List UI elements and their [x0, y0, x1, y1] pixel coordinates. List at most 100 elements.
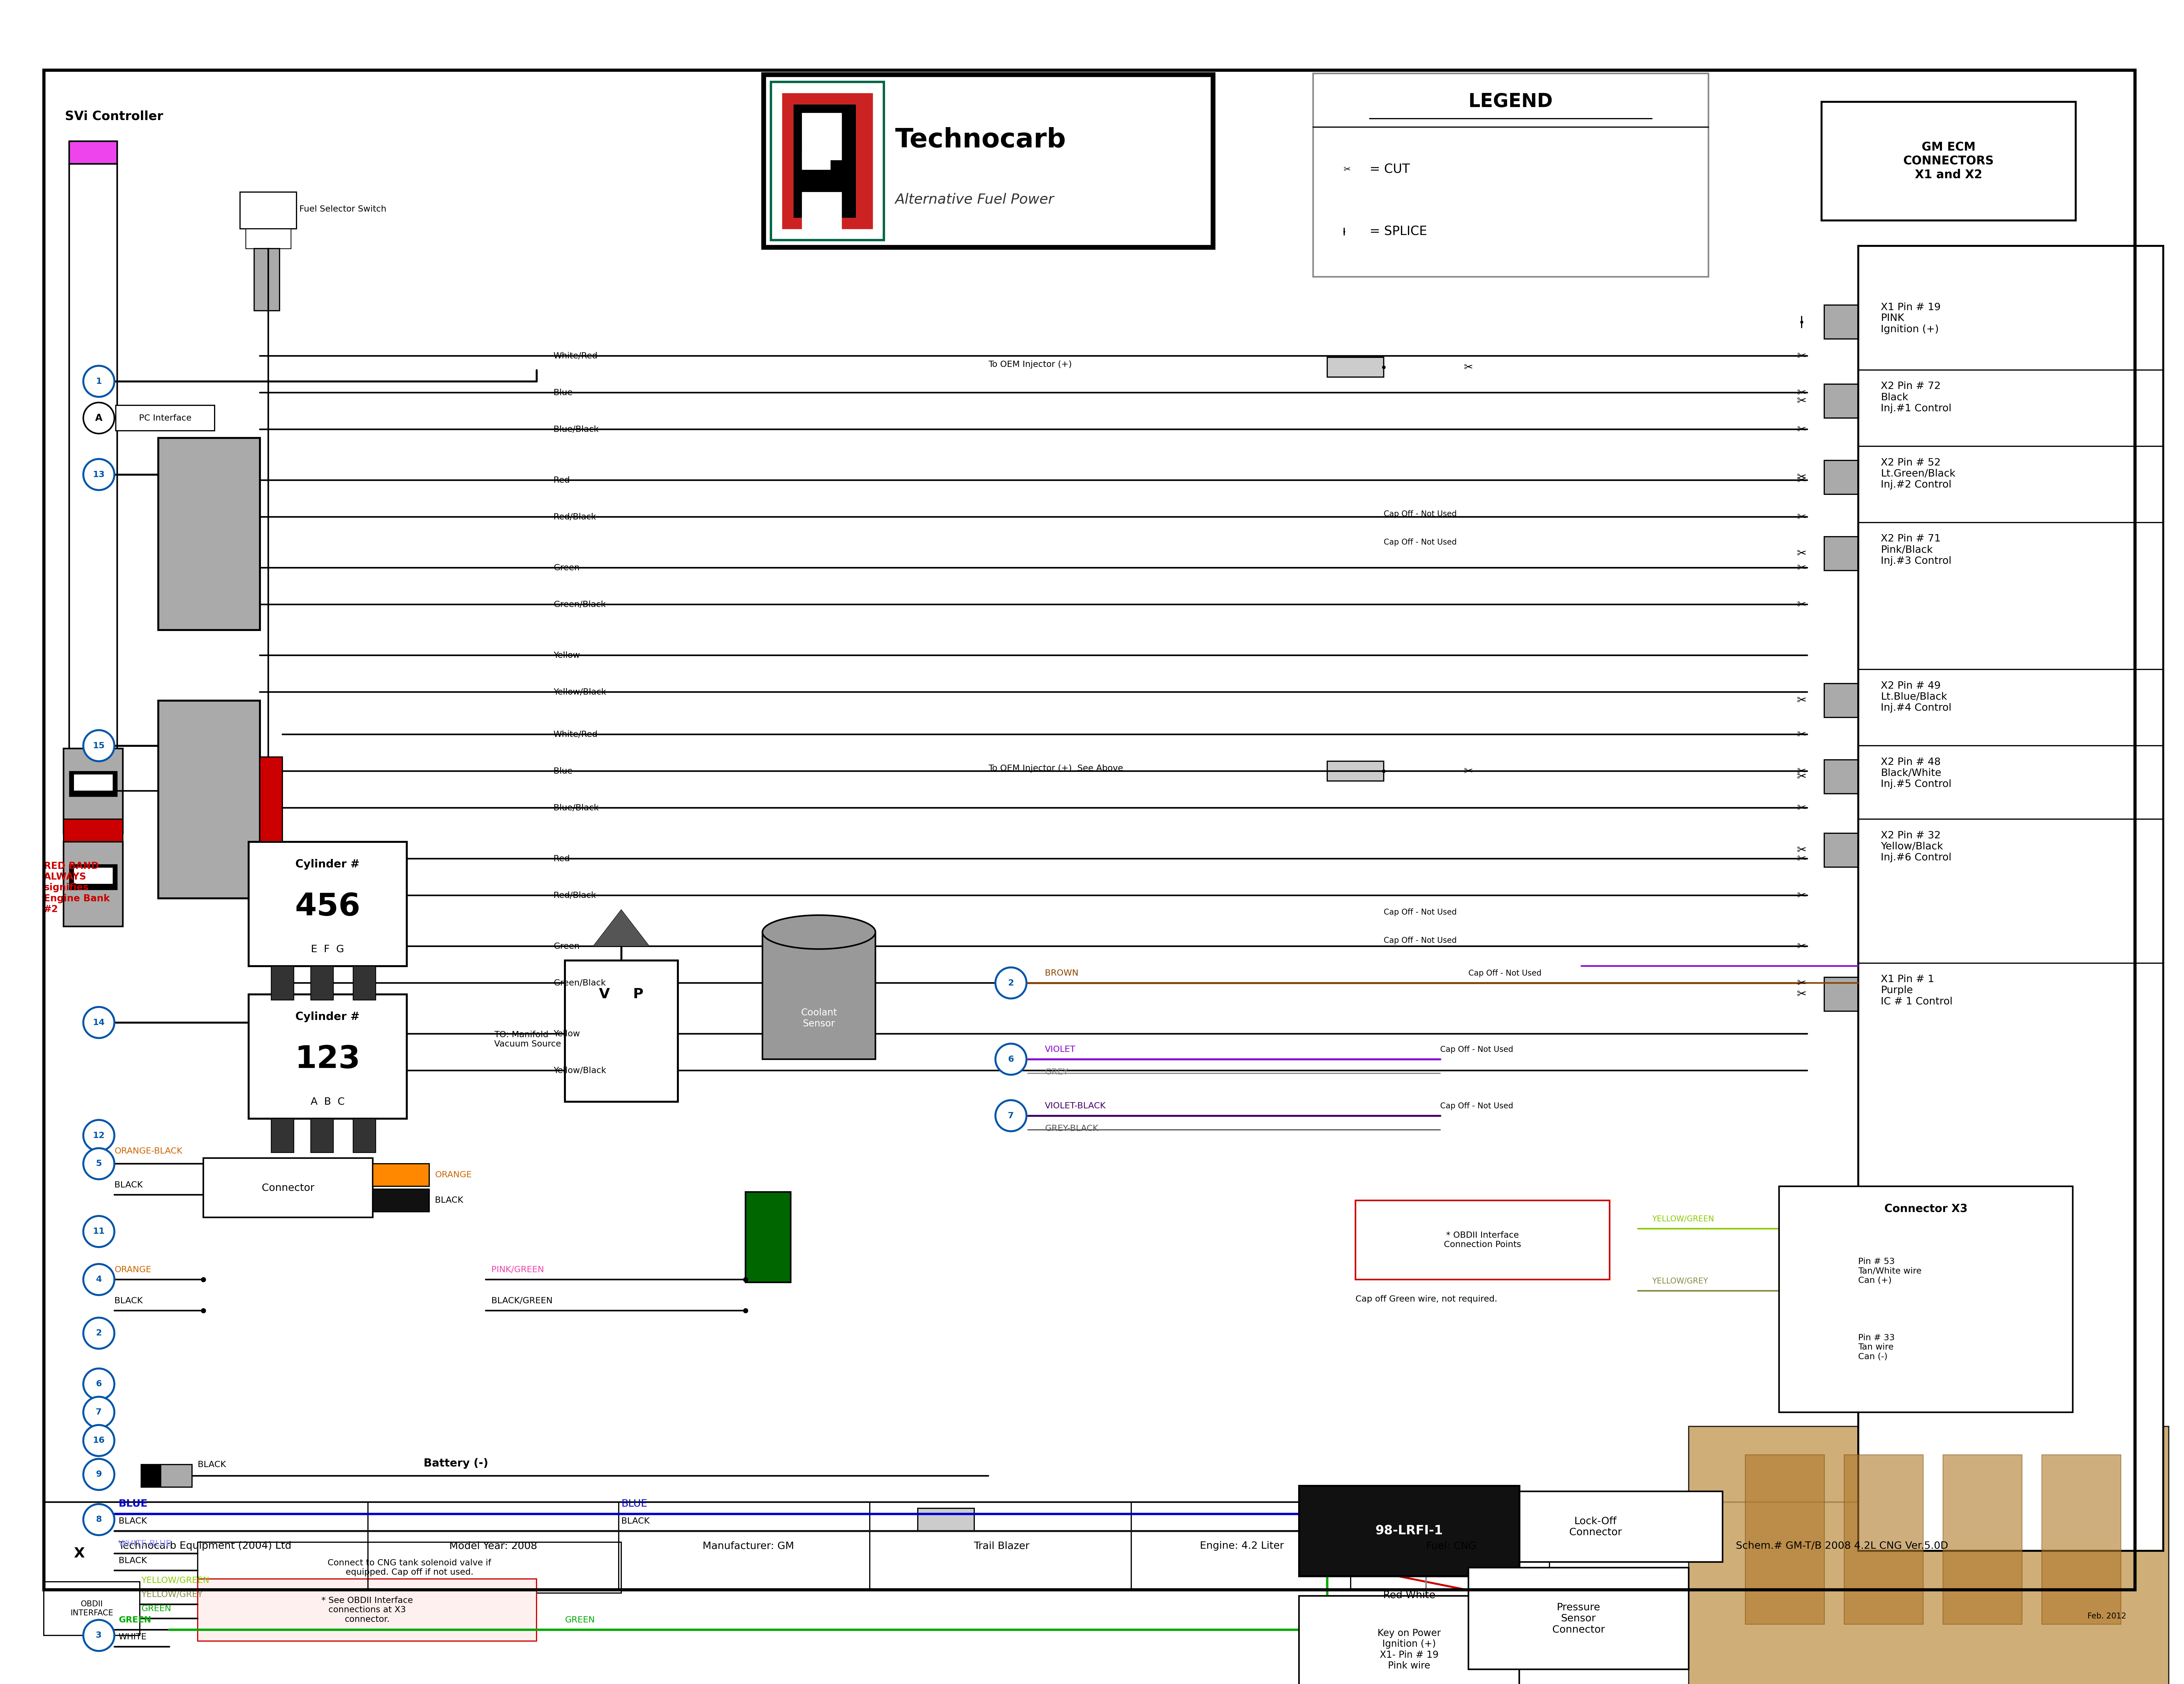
Text: V: V: [598, 987, 609, 1000]
Circle shape: [83, 1425, 114, 1457]
Text: Green/Black: Green/Black: [553, 978, 605, 987]
Text: YELLOW/GREY: YELLOW/GREY: [142, 1590, 203, 1598]
Bar: [764, 76, 1212, 246]
Text: White/Red: White/Red: [553, 352, 598, 360]
Text: 6: 6: [1009, 1056, 1013, 1063]
Bar: [793, 104, 856, 217]
Text: Feb. 2012: Feb. 2012: [2088, 1612, 2127, 1620]
Bar: [1745, 1455, 1824, 1623]
Circle shape: [83, 402, 114, 433]
Text: BLACK: BLACK: [114, 1297, 142, 1305]
Circle shape: [83, 1120, 114, 1150]
Bar: [1299, 1485, 1520, 1576]
Text: = CUT: = CUT: [1369, 163, 1411, 175]
Text: = SPLICE: = SPLICE: [1369, 226, 1426, 237]
Text: To OEM Injector (+)  See Above: To OEM Injector (+) See Above: [989, 765, 1123, 773]
Text: ✂: ✂: [1797, 803, 1806, 813]
Text: A: A: [96, 413, 103, 423]
Text: 123: 123: [295, 1044, 360, 1074]
Text: WHITE: WHITE: [118, 1633, 146, 1642]
Text: ✂: ✂: [1797, 387, 1806, 397]
Circle shape: [83, 1504, 114, 1536]
Circle shape: [83, 1265, 114, 1295]
Text: X2 Pin # 49
Lt.Blue/Black
Inj.#4 Control: X2 Pin # 49 Lt.Blue/Black Inj.#4 Control: [1880, 680, 1952, 712]
Bar: [245, 229, 290, 249]
Text: ✂: ✂: [1797, 694, 1806, 706]
Ellipse shape: [762, 914, 876, 950]
Text: Technocarb Equipment (2004) Ltd: Technocarb Equipment (2004) Ltd: [118, 1541, 290, 1551]
Text: 5: 5: [96, 1160, 103, 1167]
Text: ✂: ✂: [1797, 424, 1806, 434]
Text: GM ECM
CONNECTORS
X1 and X2: GM ECM CONNECTORS X1 and X2: [1902, 141, 1994, 180]
Text: Pin # 53
Tan/White wire
Can (+): Pin # 53 Tan/White wire Can (+): [1859, 1258, 1922, 1285]
Text: E  F  G: E F G: [310, 945, 345, 953]
Text: 12: 12: [94, 1132, 105, 1140]
Bar: [260, 758, 282, 842]
Bar: [1468, 1568, 1688, 1669]
Text: BLUE: BLUE: [620, 1499, 646, 1509]
Bar: [1328, 357, 1385, 377]
Text: Model Year: 2008: Model Year: 2008: [450, 1541, 537, 1551]
Bar: [142, 1465, 192, 1487]
Text: 6: 6: [96, 1379, 103, 1388]
Bar: [199, 1580, 537, 1642]
Circle shape: [83, 460, 114, 490]
Text: X1 Pin # 1
Purple
IC # 1 Control: X1 Pin # 1 Purple IC # 1 Control: [1880, 975, 1952, 1007]
Text: X2 Pin # 32
Yellow/Black
Inj.#6 Control: X2 Pin # 32 Yellow/Black Inj.#6 Control: [1880, 830, 1952, 862]
Text: Pressure
Sensor
Connector: Pressure Sensor Connector: [1553, 1603, 1605, 1635]
Bar: [157, 701, 260, 898]
Text: 15: 15: [94, 741, 105, 749]
Text: Yellow/Black: Yellow/Black: [553, 689, 607, 695]
Text: Cap Off - Not Used: Cap Off - Not Used: [1385, 908, 1457, 916]
Text: 3: 3: [96, 1632, 103, 1640]
Bar: [63, 842, 122, 926]
Text: Red/Black: Red/Black: [553, 891, 596, 899]
Text: Blue/Black: Blue/Black: [553, 803, 598, 812]
Text: BLUE: BLUE: [118, 1499, 149, 1509]
Text: Red: Red: [553, 854, 570, 862]
Circle shape: [83, 1620, 114, 1650]
Bar: [249, 842, 406, 967]
Text: LEGEND: LEGEND: [1468, 93, 1553, 111]
Text: * OBDII Interface
Connection Points: * OBDII Interface Connection Points: [1444, 1231, 1522, 1250]
Circle shape: [83, 1396, 114, 1428]
Bar: [310, 967, 334, 1000]
Text: Blue/Black: Blue/Black: [553, 426, 598, 433]
Bar: [1824, 305, 1859, 338]
Bar: [762, 933, 876, 1059]
Text: Yellow: Yellow: [553, 1029, 581, 1037]
Text: 11: 11: [760, 1250, 775, 1260]
Text: Lock-Off
Connector: Lock-Off Connector: [1568, 1516, 1623, 1537]
Text: ORANGE: ORANGE: [435, 1170, 472, 1179]
Text: BLACK: BLACK: [118, 1517, 146, 1526]
Text: ✂: ✂: [1797, 891, 1806, 901]
Text: To OEM Injector (+): To OEM Injector (+): [989, 360, 1072, 369]
Bar: [1795, 1314, 2055, 1381]
Bar: [74, 775, 114, 791]
Text: GREEN: GREEN: [118, 1617, 151, 1623]
Text: ✂: ✂: [1797, 600, 1806, 610]
Bar: [253, 249, 280, 312]
Text: ORANGE: ORANGE: [114, 1266, 151, 1273]
Bar: [249, 994, 406, 1118]
Text: BLACK: BLACK: [435, 1196, 463, 1204]
Circle shape: [83, 1148, 114, 1179]
Circle shape: [996, 1100, 1026, 1132]
Bar: [1824, 460, 1859, 495]
Circle shape: [83, 1317, 114, 1349]
Bar: [1821, 101, 2075, 221]
Bar: [240, 192, 297, 229]
Bar: [63, 748, 122, 834]
Text: Fuel: CNG: Fuel: CNG: [1426, 1541, 1476, 1551]
Text: OBDII
INTERFACE: OBDII INTERFACE: [70, 1600, 114, 1617]
Text: Blue: Blue: [553, 389, 572, 397]
Text: Connect to CNG tank solenoid valve if
equipped. Cap off if not used.: Connect to CNG tank solenoid valve if eq…: [328, 1559, 491, 1576]
Text: ✂: ✂: [1797, 771, 1806, 783]
Text: 11: 11: [94, 1228, 105, 1236]
Text: Blue: Blue: [553, 766, 572, 775]
Text: ✂: ✂: [1797, 396, 1806, 408]
Bar: [1824, 684, 1859, 717]
Text: 4: 4: [96, 1275, 103, 1283]
Bar: [271, 1118, 293, 1152]
Bar: [116, 406, 214, 431]
